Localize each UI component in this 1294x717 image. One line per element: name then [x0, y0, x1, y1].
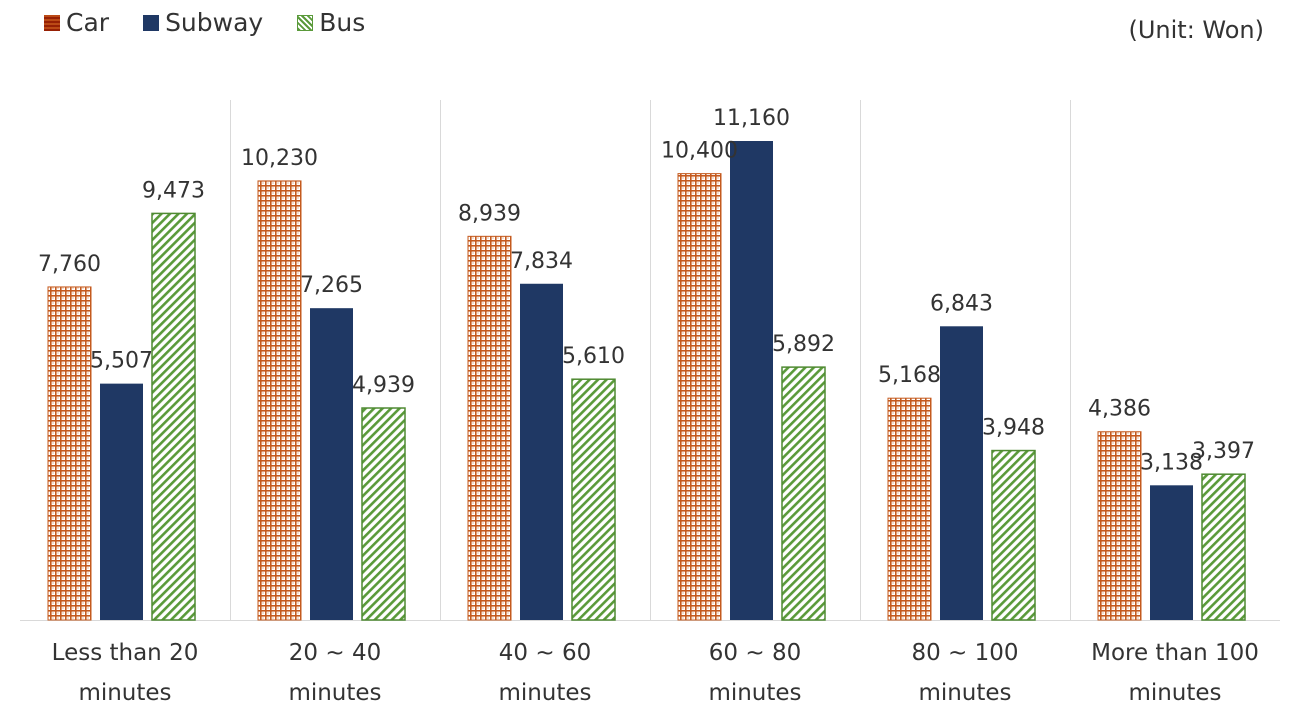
data-label-subway-1: 7,265 — [300, 273, 363, 298]
bar-subway-2 — [520, 283, 563, 620]
bar-subway-1 — [310, 308, 353, 620]
data-label-subway-4: 6,843 — [930, 291, 993, 316]
data-label-car-5: 4,386 — [1088, 397, 1151, 422]
x-tick-label-5-line-0: More than 100 — [1091, 640, 1259, 666]
x-tick-label-2-line-0: 40 ~ 60 — [499, 640, 591, 666]
bar-car-5 — [1097, 431, 1142, 621]
x-tick-label-1-line-0: 20 ~ 40 — [289, 640, 381, 666]
bar-subway-0 — [100, 383, 143, 620]
data-label-bus-5: 3,397 — [1192, 439, 1255, 464]
legend-entry-subway: Subway — [143, 8, 263, 37]
bar-car-2 — [467, 235, 512, 621]
data-label-car-3: 10,400 — [661, 139, 738, 164]
x-tick-label-1-line-1: minutes — [288, 680, 381, 706]
legend-label-subway: Subway — [165, 8, 264, 37]
data-label-bus-1: 4,939 — [352, 373, 415, 398]
legend-entry-car: Car — [44, 8, 109, 37]
bar-car-0 — [47, 286, 92, 621]
bar-bus-3 — [781, 366, 826, 621]
x-tick-label-5-line-1: minutes — [1128, 680, 1221, 706]
bar-bus-5 — [1201, 473, 1246, 621]
bar-car-1 — [257, 180, 302, 621]
bar-car-4 — [887, 397, 932, 621]
bar-car-3 — [677, 173, 722, 621]
unit-note: (Unit: Won) — [1128, 16, 1264, 44]
legend-label-bus: Bus — [319, 8, 366, 37]
bar-bus-0 — [151, 212, 196, 621]
x-tick-label-3-line-0: 60 ~ 80 — [709, 640, 801, 666]
legend-swatch-subway — [143, 14, 160, 31]
legend-swatch-car — [44, 14, 60, 31]
x-tick-label-0-line-0: Less than 20 — [52, 640, 199, 666]
bar-bus-1 — [361, 407, 406, 621]
x-tick-label-4-line-1: minutes — [918, 680, 1011, 706]
legend-entry-bus: Bus — [297, 8, 365, 37]
data-label-subway-5: 3,138 — [1140, 450, 1203, 475]
data-label-bus-0: 9,473 — [142, 178, 205, 203]
x-tick-label-3-line-1: minutes — [708, 680, 801, 706]
data-label-subway-2: 7,834 — [510, 249, 573, 274]
x-tick-label-0-line-1: minutes — [78, 680, 171, 706]
data-label-car-2: 8,939 — [458, 201, 521, 226]
data-label-subway-3: 11,160 — [713, 106, 790, 131]
bar-subway-5 — [1150, 485, 1193, 620]
data-label-car-0: 7,760 — [38, 252, 101, 277]
data-label-bus-3: 5,892 — [772, 332, 835, 357]
bar-subway-4 — [940, 326, 983, 620]
legend-swatch-bus — [297, 14, 314, 31]
x-tick-label-2-line-1: minutes — [498, 680, 591, 706]
data-label-car-4: 5,168 — [878, 363, 941, 388]
data-label-subway-0: 5,507 — [90, 349, 153, 374]
data-label-bus-2: 5,610 — [562, 344, 625, 369]
data-label-car-1: 10,230 — [241, 146, 318, 171]
data-label-bus-4: 3,948 — [982, 416, 1045, 441]
bar-bus-4 — [991, 449, 1036, 621]
bar-subway-3 — [730, 141, 773, 620]
legend-label-car: Car — [66, 8, 110, 37]
x-tick-label-4-line-0: 80 ~ 100 — [911, 640, 1018, 666]
bar-bus-2 — [571, 378, 616, 621]
legend: Car Subway Bus — [44, 8, 365, 37]
